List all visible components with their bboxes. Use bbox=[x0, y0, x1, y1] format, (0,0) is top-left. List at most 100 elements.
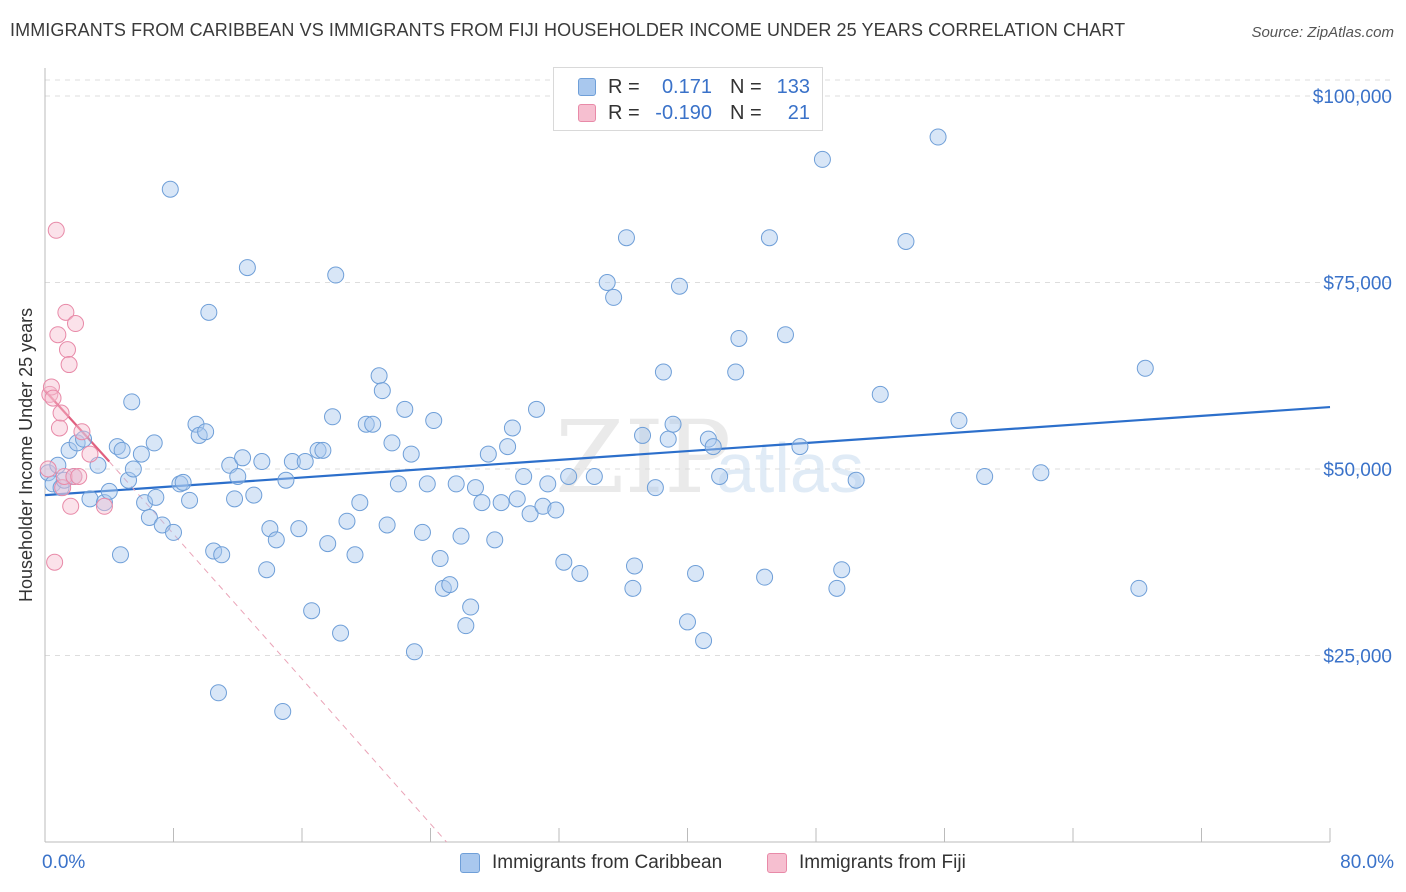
legend-row-fiji: R = -0.190 N = 21 bbox=[578, 100, 810, 126]
caribbean-point bbox=[197, 423, 215, 441]
caribbean-point bbox=[338, 512, 356, 530]
caribbean-point bbox=[730, 329, 748, 347]
caribbean-point bbox=[290, 520, 308, 538]
x-tick-max: 80.0% bbox=[1340, 852, 1394, 873]
legend-label-fiji: Immigrants from Fiji bbox=[799, 852, 966, 873]
caribbean-point bbox=[319, 535, 337, 553]
caribbean-point bbox=[598, 274, 616, 291]
caribbean-point bbox=[140, 508, 158, 526]
fiji-point bbox=[67, 315, 85, 333]
caribbean-point bbox=[571, 564, 589, 582]
caribbean-point bbox=[634, 426, 652, 444]
legend-label-caribbean: Immigrants from Caribbean bbox=[492, 852, 723, 873]
caribbean-point bbox=[413, 523, 431, 541]
caribbean-point bbox=[370, 367, 388, 385]
caribbean-point bbox=[679, 613, 696, 631]
caribbean-point bbox=[205, 542, 223, 560]
caribbean-point bbox=[181, 491, 199, 509]
caribbean-point bbox=[585, 467, 603, 485]
caribbean-point bbox=[950, 412, 968, 430]
caribbean-point bbox=[113, 441, 131, 459]
caribbean-point bbox=[100, 482, 118, 500]
y-tick-label: $50,000 bbox=[1323, 460, 1392, 481]
fiji-point bbox=[50, 419, 68, 437]
caribbean-point bbox=[253, 453, 271, 471]
caribbean-point bbox=[174, 473, 192, 491]
caribbean-point bbox=[515, 467, 533, 485]
y-tick-label: $100,000 bbox=[1313, 87, 1392, 108]
r-value: 0.171 bbox=[661, 75, 712, 98]
caribbean-point bbox=[303, 602, 321, 620]
caribbean-point bbox=[165, 523, 182, 541]
caribbean-point bbox=[462, 598, 480, 616]
caribbean-point bbox=[492, 494, 510, 512]
fiji-point bbox=[81, 445, 99, 463]
watermark-atlas: atlas bbox=[716, 429, 864, 507]
legend-item-caribbean[interactable]: Immigrants from Caribbean bbox=[460, 852, 722, 874]
fiji-point bbox=[62, 497, 80, 515]
caribbean-point bbox=[534, 497, 552, 515]
fiji-points bbox=[39, 221, 113, 571]
fiji-point bbox=[95, 497, 113, 515]
caribbean-point bbox=[727, 363, 745, 381]
caribbean-point bbox=[258, 561, 276, 579]
r-label: R = bbox=[608, 75, 640, 98]
n-label: N = bbox=[730, 101, 762, 124]
caribbean-point bbox=[452, 527, 470, 545]
caribbean-point bbox=[111, 546, 129, 564]
caribbean-point bbox=[425, 412, 443, 430]
y-tick-label: $75,000 bbox=[1323, 274, 1392, 295]
r-value: -0.190 bbox=[655, 101, 712, 124]
source-label: Source: ZipAtlas.com bbox=[1251, 24, 1394, 41]
caribbean-point bbox=[457, 617, 475, 635]
chart-title: IMMIGRANTS FROM CARIBBEAN VS IMMIGRANTS … bbox=[10, 20, 1126, 40]
caribbean-point bbox=[213, 546, 231, 564]
caribbean-point bbox=[617, 229, 635, 247]
r-label: R = bbox=[608, 101, 640, 124]
caribbean-point bbox=[200, 303, 218, 321]
caribbean-point bbox=[695, 632, 713, 650]
caribbean-point bbox=[296, 453, 314, 471]
y-tick-labels: $25,000 $50,000 $75,000 $100,000 bbox=[1313, 87, 1392, 668]
y-axis-label: Householder Income Under 25 years bbox=[16, 307, 36, 602]
fiji-point bbox=[65, 467, 83, 485]
caribbean-point bbox=[791, 438, 809, 456]
caribbean-point bbox=[351, 494, 369, 512]
caribbean-point bbox=[373, 382, 391, 400]
caribbean-point bbox=[396, 400, 414, 418]
caribbean-swatch-icon bbox=[460, 853, 480, 873]
caribbean-point bbox=[897, 232, 915, 250]
caribbean-point bbox=[274, 702, 292, 720]
caribbean-point bbox=[346, 546, 364, 564]
n-value: 133 bbox=[776, 75, 810, 98]
caribbean-point bbox=[418, 475, 436, 493]
n-label: N = bbox=[730, 75, 762, 98]
caribbean-point bbox=[508, 490, 526, 508]
fiji-point bbox=[57, 303, 75, 321]
caribbean-point bbox=[499, 438, 517, 456]
legend-item-fiji[interactable]: Immigrants from Fiji bbox=[767, 852, 966, 874]
caribbean-point bbox=[332, 624, 350, 642]
caribbean-point bbox=[654, 363, 672, 381]
caribbean-point bbox=[405, 643, 423, 661]
caribbean-point bbox=[539, 475, 557, 493]
caribbean-point bbox=[120, 471, 138, 489]
caribbean-point bbox=[687, 564, 705, 582]
fiji-point bbox=[58, 341, 76, 359]
series-legend: Immigrants from Caribbean Immigrants fro… bbox=[0, 852, 1406, 878]
fiji-point bbox=[44, 389, 62, 407]
caribbean-point bbox=[704, 438, 722, 456]
fiji-trend-extrapolation bbox=[108, 461, 447, 843]
caribbean-point bbox=[283, 453, 301, 471]
caribbean-point bbox=[431, 550, 449, 568]
caribbean-point bbox=[132, 445, 150, 463]
caribbean-point bbox=[828, 579, 846, 597]
caribbean-point bbox=[871, 385, 889, 403]
fiji-point bbox=[60, 356, 78, 374]
caribbean-point bbox=[95, 494, 113, 512]
n-value: 21 bbox=[787, 101, 810, 124]
caribbean-point bbox=[473, 494, 491, 512]
caribbean-point bbox=[624, 579, 642, 597]
caribbean-point bbox=[124, 460, 142, 478]
